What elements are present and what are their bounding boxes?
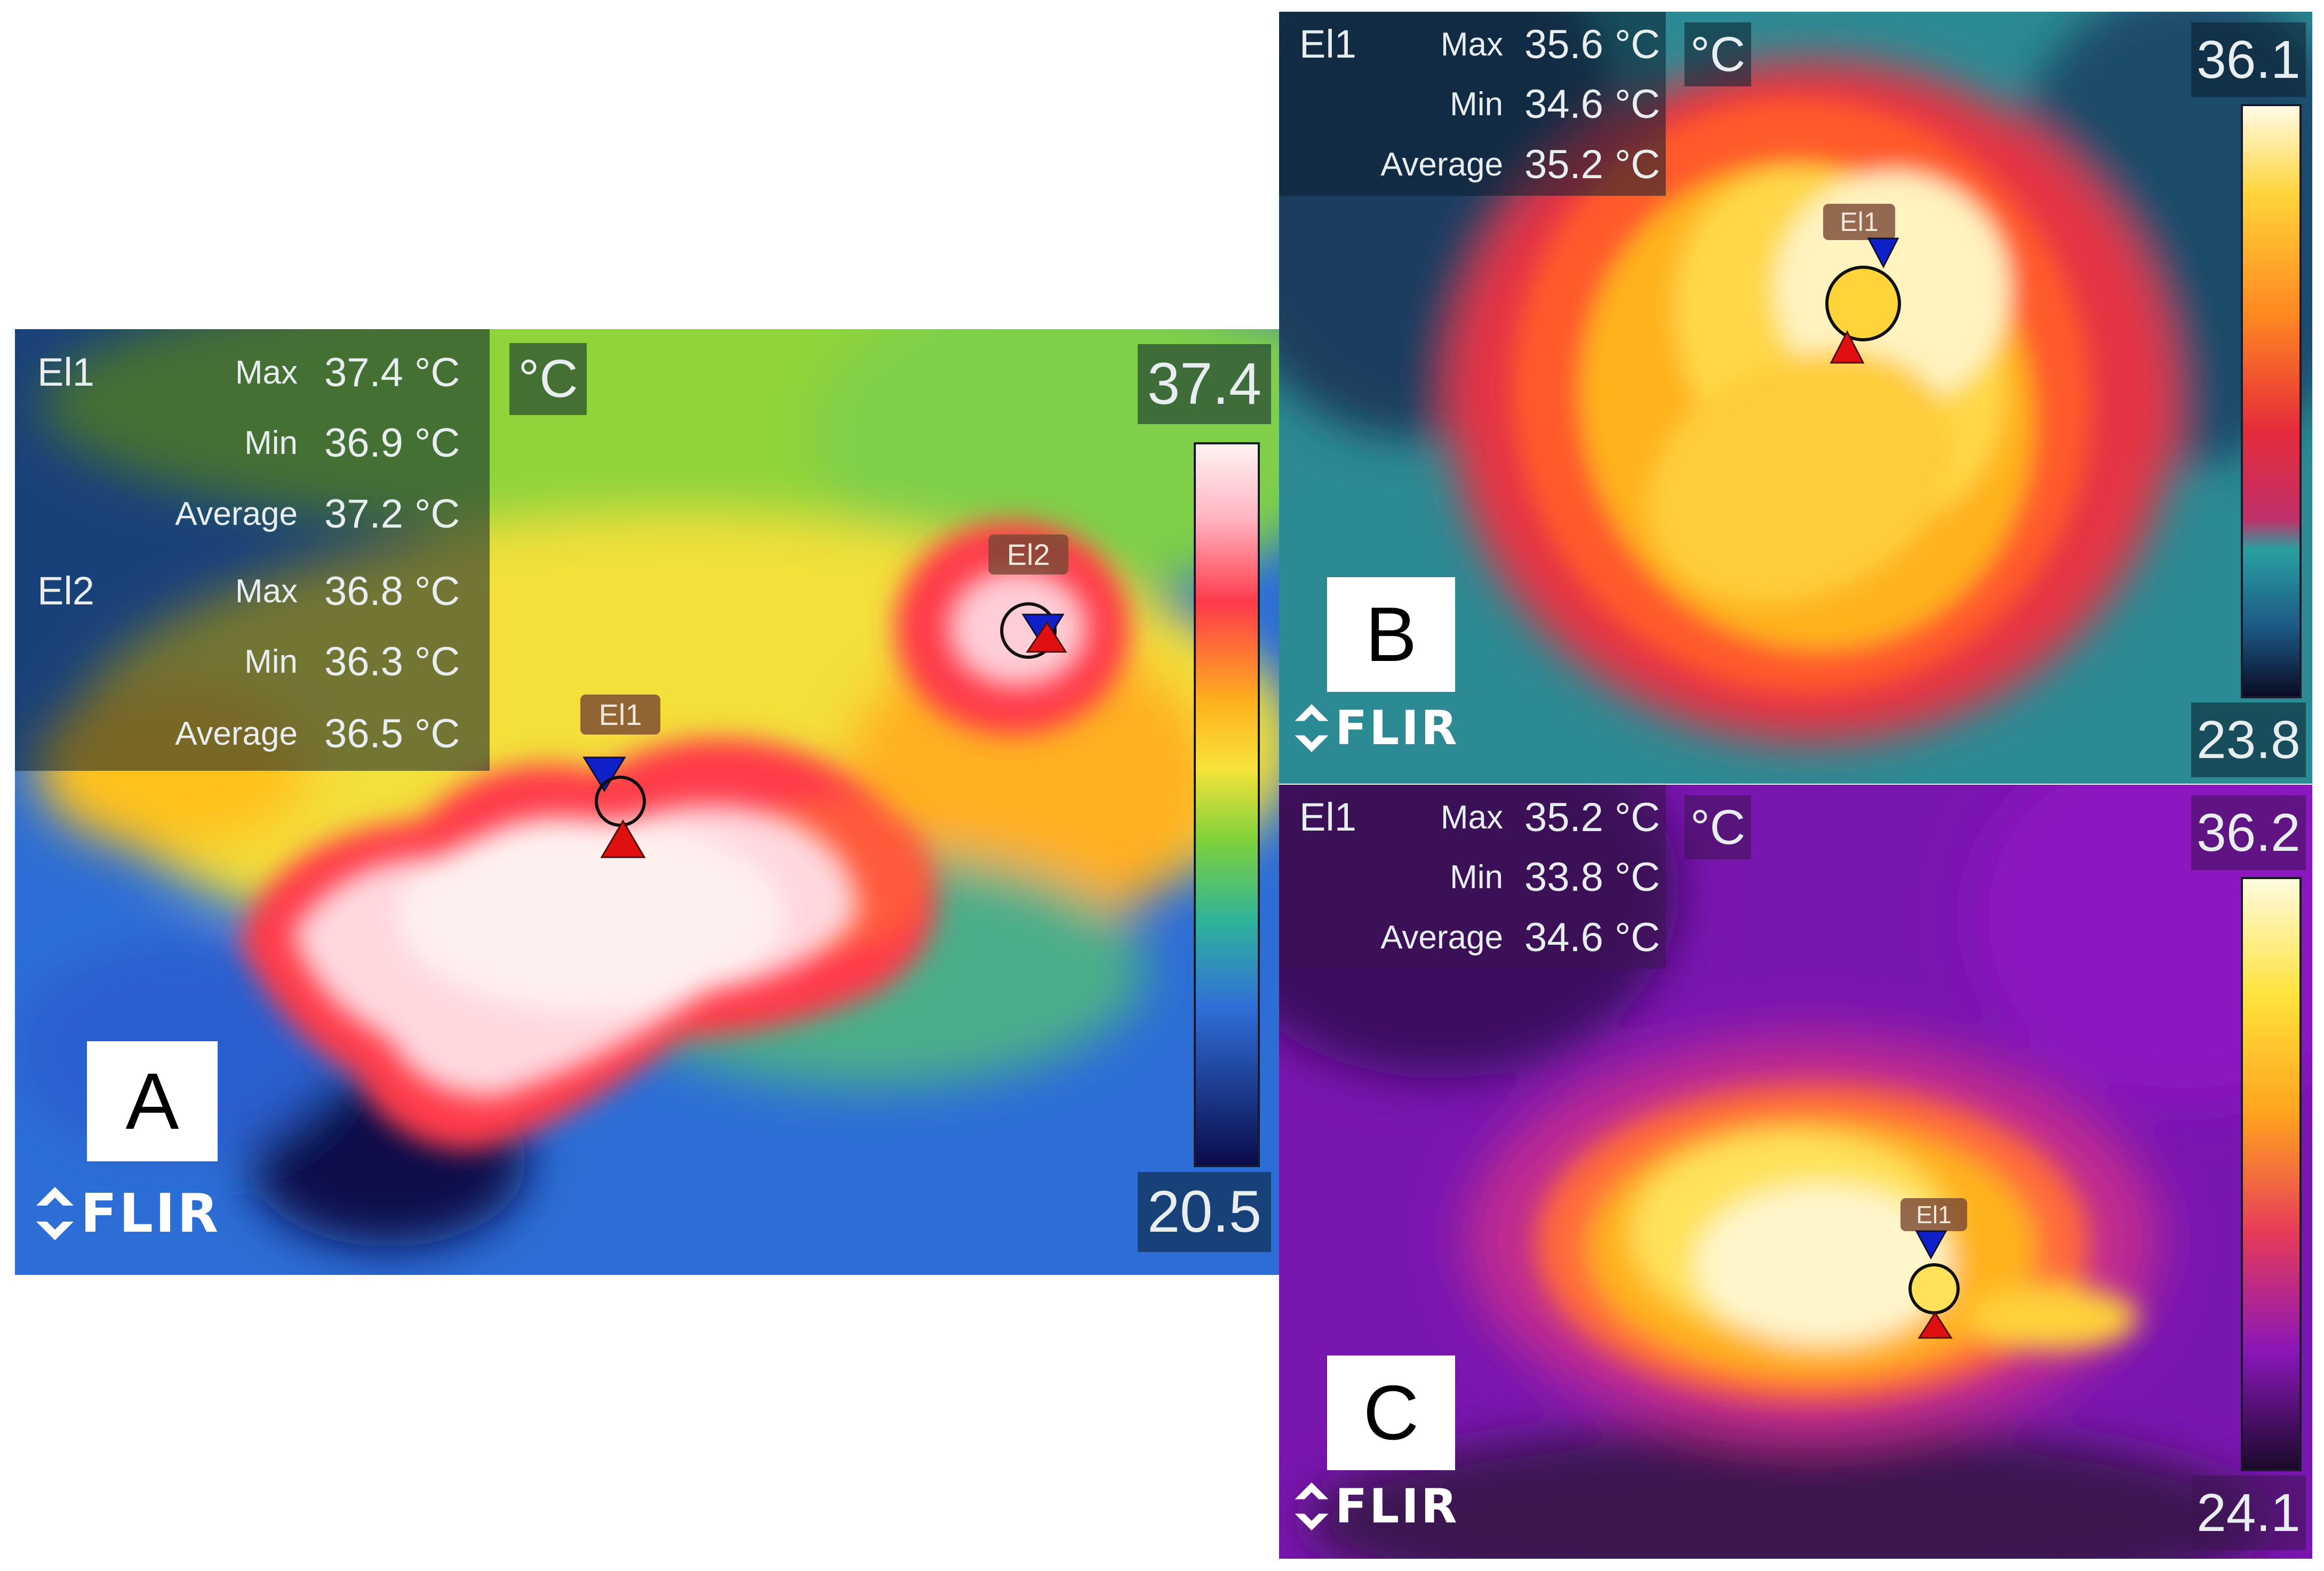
spot-label: El1 — [1299, 22, 1356, 66]
thermal-image-a: El1 Max 37.4 °C Min 36.9 °C Average 37.2… — [15, 329, 1279, 1275]
thermal-image-c: El1 Max 35.2 °C Min 33.8 °C Average 34.6… — [1279, 785, 2312, 1559]
measure-label: Min — [1450, 859, 1503, 896]
brand-logo: FLIR — [1292, 700, 1459, 756]
target-icon — [1908, 1230, 1960, 1339]
flir-icon — [1295, 704, 1329, 752]
measure-value: 36.9 °C — [324, 420, 460, 466]
panel-letter-c: C — [1327, 1355, 1455, 1470]
measure-value: 36.5 °C — [324, 711, 460, 756]
measure-label: Average — [1380, 146, 1503, 183]
measure-label: Max — [235, 573, 298, 610]
measurement-row: Min 36.9 °C — [15, 420, 490, 468]
measurement-row: El1 Max 37.4 °C — [15, 349, 490, 397]
measure-value: 35.2 °C — [1524, 142, 1660, 187]
measure-label: Average — [175, 715, 298, 752]
measure-value: 37.2 °C — [324, 491, 460, 537]
measurement-row: El1 Max 35.2 °C — [1279, 794, 1666, 842]
measure-value: 35.6 °C — [1524, 22, 1660, 67]
measurement-row: El2 Max 36.8 °C — [15, 568, 490, 616]
measure-label: Max — [1440, 26, 1503, 63]
marker-tag: El1 — [1823, 204, 1895, 240]
measurement-row: Min 33.8 °C — [1279, 854, 1666, 902]
measurement-row: Average 37.2 °C — [15, 491, 490, 539]
measure-label: Average — [175, 496, 298, 532]
brand-name: FLIR — [81, 1182, 221, 1245]
panel-letter-a: A — [87, 1041, 218, 1161]
target-icon — [1825, 237, 1901, 364]
scale-max-label: 36.2 — [2191, 795, 2306, 870]
target-icon — [1000, 602, 1067, 659]
measurement-row: Average 36.5 °C — [15, 711, 490, 759]
unit-label: °C — [1684, 22, 1751, 86]
measure-label: Min — [1450, 86, 1503, 123]
thermal-image-b: El1 Max 35.6 °C Min 34.6 °C Average 35.2… — [1279, 12, 2312, 784]
measurement-row: Average 35.2 °C — [1279, 141, 1666, 189]
flir-icon — [1295, 1482, 1329, 1530]
marker-tag: El2 — [988, 535, 1068, 575]
brand-logo: FLIR — [1292, 1478, 1459, 1534]
target-icon — [582, 756, 646, 858]
spot-marker-el1: El1 — [1892, 1198, 1999, 1358]
measurement-row: El1 Max 35.6 °C — [1279, 21, 1666, 69]
spot-label: El2 — [37, 569, 94, 613]
spot-marker-el1: El1 — [1812, 204, 1919, 385]
measure-label: Min — [244, 425, 298, 461]
spot-marker-el1: El1 — [572, 695, 660, 858]
measure-value: 35.2 °C — [1524, 795, 1660, 840]
brand-logo: FLIR — [34, 1182, 221, 1245]
panel-letter-b: B — [1327, 577, 1455, 692]
scale-min-label: 24.1 — [2191, 1476, 2306, 1550]
spot-label: El1 — [1299, 795, 1356, 839]
marker-tag: El1 — [1900, 1198, 1967, 1231]
unit-label: °C — [1684, 795, 1751, 859]
scale-min-label: 20.5 — [1138, 1172, 1271, 1252]
measurement-row: Min 36.3 °C — [15, 639, 490, 687]
brand-name: FLIR — [1335, 1479, 1459, 1534]
measure-label: Min — [244, 643, 298, 680]
spot-marker-el2: El2 — [986, 535, 1092, 668]
measure-value: 36.3 °C — [324, 639, 460, 684]
scale-max-label: 36.1 — [2191, 22, 2306, 97]
unit-label: °C — [509, 343, 587, 415]
measure-label: Max — [1440, 799, 1503, 836]
measurement-panel-b: El1 Max 35.6 °C Min 34.6 °C Average 35.2… — [1279, 12, 1666, 196]
measurement-row: Average 34.6 °C — [1279, 914, 1666, 962]
measure-value: 36.8 °C — [324, 569, 460, 614]
thermal-scene-a — [15, 329, 1279, 1275]
scale-min-label: 23.8 — [2191, 703, 2306, 777]
measure-value: 37.4 °C — [324, 350, 460, 395]
measurement-panel-c: El1 Max 35.2 °C Min 33.8 °C Average 34.6… — [1279, 785, 1666, 969]
measure-value: 34.6 °C — [1524, 82, 1660, 127]
measurement-row: Min 34.6 °C — [1279, 81, 1666, 129]
measure-value: 33.8 °C — [1524, 855, 1660, 900]
brand-name: FLIR — [1335, 700, 1459, 755]
measure-label: Max — [235, 354, 298, 391]
measurement-panel-a: El1 Max 37.4 °C Min 36.9 °C Average 37.2… — [15, 329, 490, 771]
marker-tag: El1 — [580, 695, 660, 735]
measure-label: Average — [1380, 919, 1503, 956]
flir-icon — [36, 1186, 74, 1240]
spot-label: El1 — [37, 350, 94, 394]
measure-value: 34.6 °C — [1524, 915, 1660, 960]
scale-max-label: 37.4 — [1138, 344, 1271, 424]
